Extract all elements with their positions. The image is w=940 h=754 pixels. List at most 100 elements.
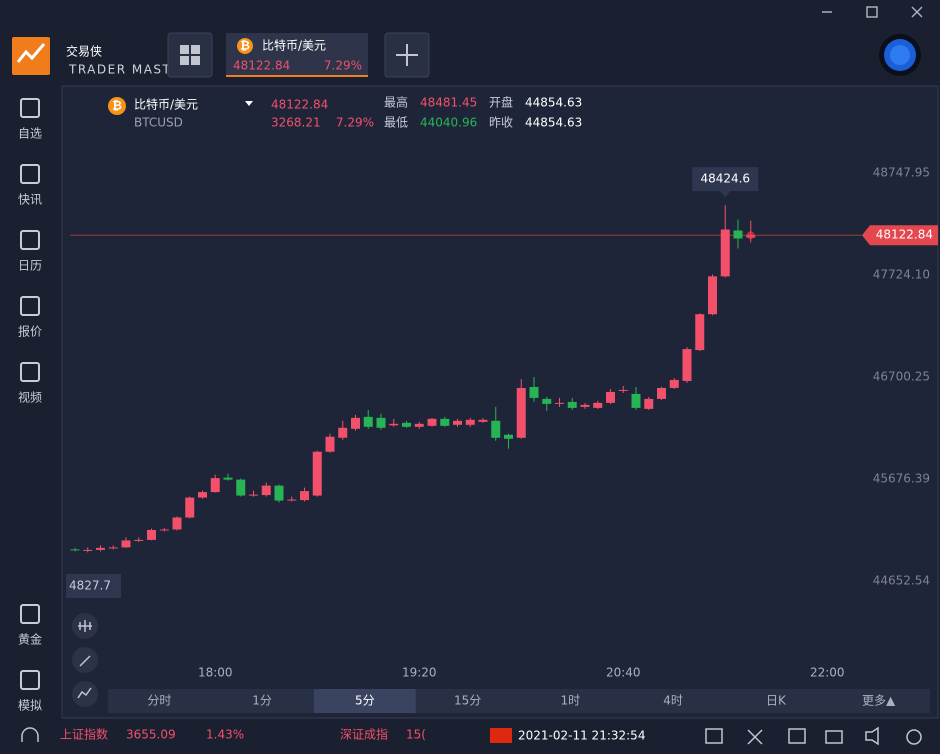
sidebar-label[interactable]: 自选 xyxy=(18,127,42,141)
candle-body xyxy=(121,540,131,548)
candle-body xyxy=(338,427,348,438)
index2-name[interactable]: 深证成指 xyxy=(340,727,388,742)
sidebar-label[interactable]: 视频 xyxy=(18,390,42,405)
candle-body xyxy=(555,402,564,404)
period-selected[interactable] xyxy=(314,689,416,713)
candle-body xyxy=(108,547,118,549)
sidebar-icon[interactable] xyxy=(20,296,40,316)
period-buttons: 分时 1分 5分 15分 1时 4时 日K 更多▲ xyxy=(147,689,896,713)
candle-body xyxy=(427,418,437,426)
status-icons[interactable] xyxy=(705,726,922,746)
sidebar-label[interactable]: 快讯 xyxy=(18,193,42,207)
period-bar xyxy=(108,689,930,713)
prev: 44854.63 xyxy=(525,116,582,130)
candle-body xyxy=(644,398,654,409)
candle-body xyxy=(70,549,80,551)
sidebar-icon[interactable] xyxy=(20,230,40,250)
candle-body xyxy=(733,230,743,239)
candle-body xyxy=(351,417,360,429)
symbol-name[interactable]: 比特币/美元 xyxy=(134,97,198,112)
candle-body xyxy=(236,479,246,496)
prev-label: 昨收 xyxy=(489,116,513,130)
x-tick-label: 18:00 xyxy=(198,666,233,680)
plot: 44652.54 45676.39 46700.25 47724.10 48747.95… xyxy=(66,165,938,680)
period-button[interactable]: 4时 xyxy=(663,694,683,708)
candle-body xyxy=(567,401,577,408)
period-button[interactable]: 日K xyxy=(766,694,787,708)
candle-body xyxy=(580,404,590,407)
last-dot xyxy=(746,231,755,240)
period-button[interactable]: 分时 xyxy=(147,694,171,708)
index1-name[interactable]: 上证指数 xyxy=(60,727,108,742)
max-label: 48424.6 xyxy=(700,172,750,186)
candle-body xyxy=(465,419,475,425)
sidebar-icon[interactable] xyxy=(20,362,40,382)
change-pct: 7.29% xyxy=(336,116,374,130)
candle-body xyxy=(504,434,513,439)
change: 3268.21 xyxy=(271,116,321,130)
svg-text:₿: ₿ xyxy=(112,99,122,113)
candle-body xyxy=(83,549,93,551)
candle-body xyxy=(402,422,411,427)
candle-body xyxy=(682,349,692,381)
sidebar-label[interactable]: 黄金 xyxy=(18,632,42,647)
candle-body xyxy=(618,389,628,391)
sidebar-icon[interactable] xyxy=(20,164,40,184)
candle-body xyxy=(720,229,730,277)
window-controls[interactable] xyxy=(822,6,923,18)
index1-pct: 1.43% xyxy=(206,728,244,742)
y-tick-label: 46700.25 xyxy=(873,369,930,383)
max-callout xyxy=(692,167,759,198)
period-button[interactable]: 更多▲ xyxy=(862,694,896,708)
status-bar xyxy=(0,720,940,750)
flag xyxy=(490,728,512,743)
y-tick-label: 44652.54 xyxy=(873,574,930,588)
candle-body xyxy=(274,485,284,501)
open: 44854.63 xyxy=(525,96,582,110)
low: 44040.96 xyxy=(420,116,477,130)
logo-text: 交易侠 xyxy=(66,44,102,59)
sidebar-label[interactable]: 日历 xyxy=(18,259,42,273)
candle-body xyxy=(376,417,386,428)
x-tick-label: 20:40 xyxy=(606,666,641,680)
candle-body xyxy=(159,529,169,531)
candle-body xyxy=(453,420,462,425)
candle-body xyxy=(223,477,233,480)
candle-body xyxy=(96,547,105,550)
min-callout xyxy=(66,574,121,598)
y-tick-label: 47724.10 xyxy=(873,267,930,281)
min-label: 4827.7 xyxy=(69,579,111,593)
candle-body xyxy=(198,492,207,498)
tab-price: 48122.84 xyxy=(233,59,290,73)
index2-value: 15( xyxy=(406,728,426,742)
high-label: 最高 xyxy=(384,95,408,110)
candle-body xyxy=(669,379,679,388)
sidebar-label[interactable]: 报价 xyxy=(18,324,42,339)
sidebar-icon[interactable] xyxy=(20,604,40,624)
candle-body xyxy=(695,314,705,351)
period-button[interactable]: 15分 xyxy=(454,694,481,708)
candle-body xyxy=(606,391,615,403)
candle-body xyxy=(414,423,424,427)
candle-body xyxy=(542,398,552,404)
candle-body xyxy=(708,276,717,315)
sidebar-icon[interactable] xyxy=(20,98,40,118)
period-button[interactable]: 1时 xyxy=(561,694,581,708)
candle-body xyxy=(261,485,271,496)
symbol-code: BTCUSD xyxy=(134,116,183,130)
candle-body xyxy=(312,451,322,496)
period-button[interactable]: 5分 xyxy=(355,694,375,708)
period-button[interactable]: 1分 xyxy=(252,694,272,708)
sidebar-label[interactable]: 模拟 xyxy=(18,699,42,713)
last-price-label: 48122.84 xyxy=(876,228,933,242)
candle-body xyxy=(287,499,297,501)
layout-button[interactable] xyxy=(167,32,213,78)
open-label: 开盘 xyxy=(489,95,513,110)
candle-body xyxy=(147,529,156,540)
sidebar-icon[interactable] xyxy=(20,670,40,690)
candle-body xyxy=(631,393,641,408)
x-tick-label: 22:00 xyxy=(810,666,845,680)
candle-body xyxy=(491,420,501,438)
candle-body xyxy=(593,402,603,408)
